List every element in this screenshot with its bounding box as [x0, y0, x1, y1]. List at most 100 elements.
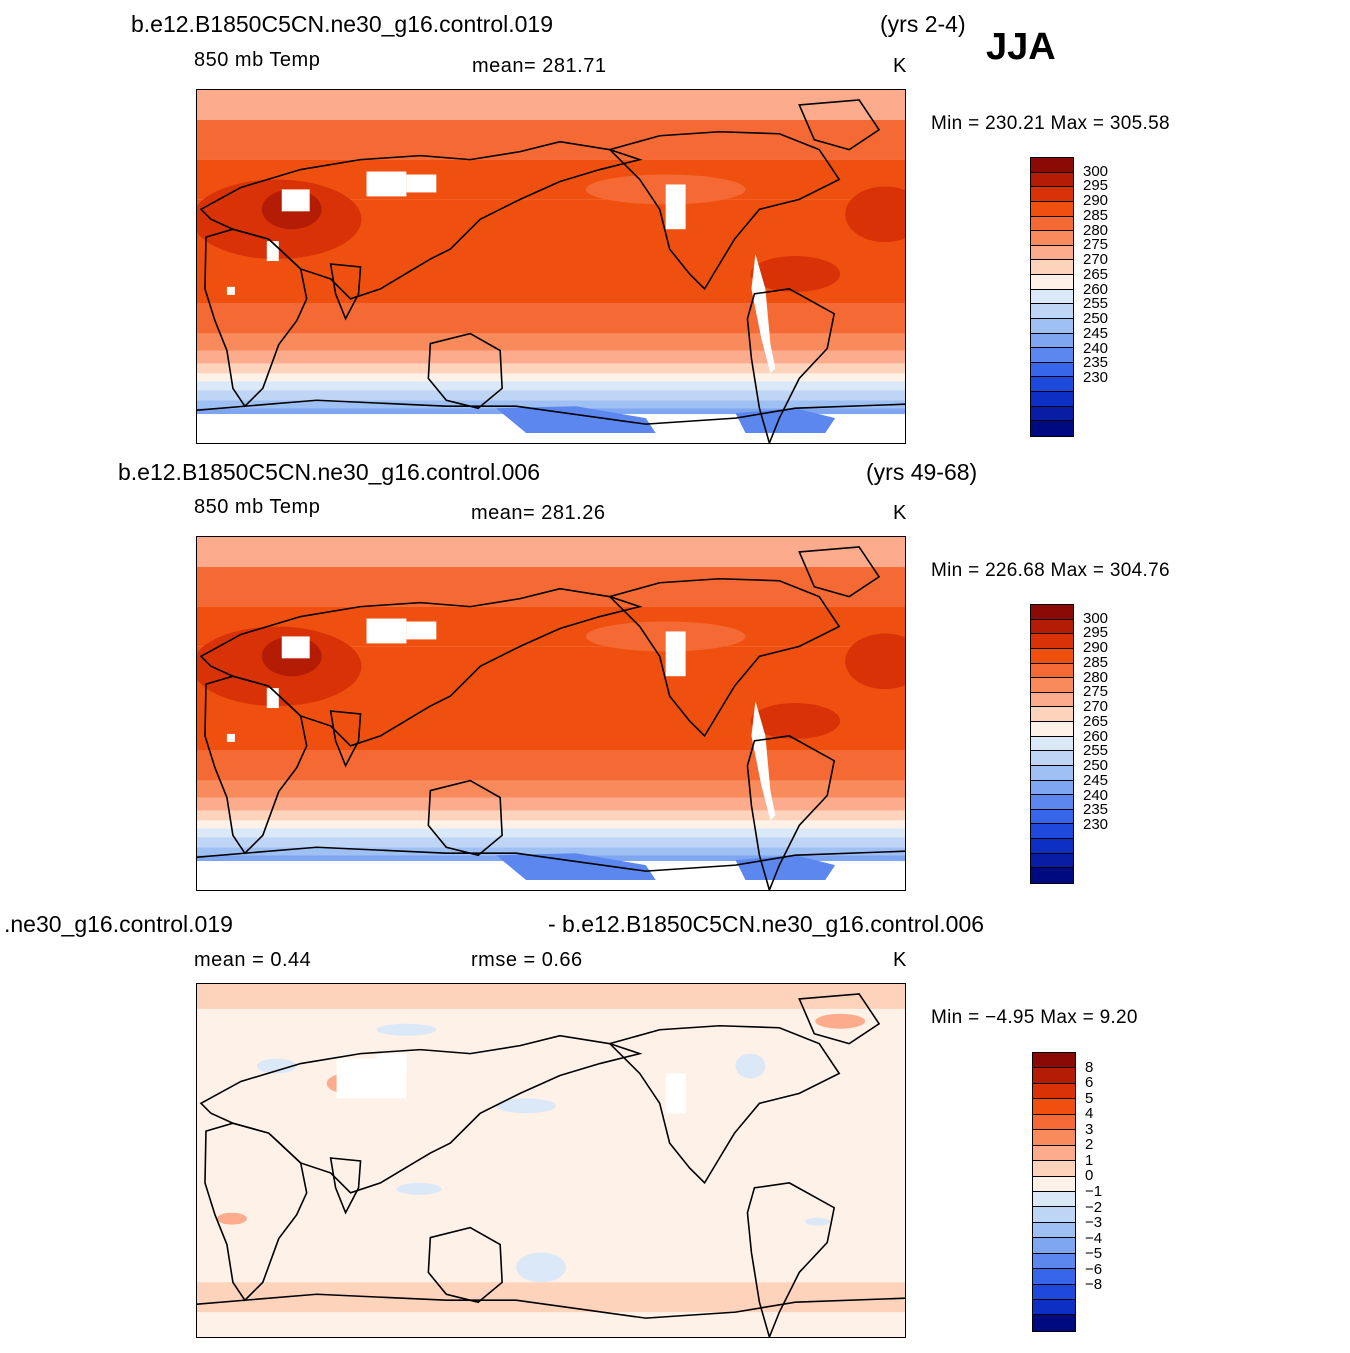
- panel3-difference-case: - b.e12.B1850C5CN.ne30_g16.control.006: [548, 911, 985, 937]
- colorbar-tick-label: 255: [1083, 742, 1109, 760]
- colorbar-tick-label: 260: [1083, 280, 1109, 298]
- colorbar-swatch: [1033, 1130, 1075, 1146]
- colorbar-swatch: [1033, 1114, 1075, 1131]
- colorbar-swatch: [1031, 648, 1073, 664]
- panel3-case-name: .ne30_g16.control.019: [4, 911, 233, 937]
- colorbar-tick-label: −6: [1085, 1260, 1103, 1278]
- colorbar-swatch: [1033, 1161, 1075, 1177]
- colorbar-swatch: [1033, 1176, 1075, 1192]
- panel1-case-name: b.e12.B1850C5CN.ne30_g16.control.019: [131, 11, 553, 37]
- colorbar-tick-label: −5: [1085, 1245, 1103, 1263]
- colorbar-swatch: [1031, 765, 1073, 781]
- colorbar-swatch: [1031, 377, 1073, 392]
- colorbar-tick-label: 270: [1083, 698, 1109, 716]
- panel3-min-max: Min = −4.95 Max = 9.20: [931, 1007, 1138, 1028]
- colorbar-tick-label: −2: [1085, 1198, 1103, 1216]
- panel3-units: K: [893, 949, 907, 971]
- colorbar-tick-label: 235: [1083, 354, 1109, 372]
- panel2-case-name: b.e12.B1850C5CN.ne30_g16.control.006: [118, 459, 540, 485]
- colorbar-tick-label: 235: [1083, 801, 1109, 819]
- colorbar-tick-label: 285: [1083, 653, 1109, 671]
- colorbar-tick-label: 5: [1085, 1089, 1094, 1107]
- colorbar-tick-label: −8: [1085, 1276, 1103, 1294]
- colorbar-swatch: [1033, 1253, 1075, 1270]
- colorbar-swatch: [1033, 1083, 1075, 1100]
- colorbar-tick-label: 285: [1083, 206, 1109, 224]
- panel2-years: (yrs 49-68): [866, 459, 978, 485]
- colorbar-swatch: [1031, 795, 1073, 810]
- colorbar-swatch: [1031, 289, 1073, 305]
- panel1-min-max: Min = 230.21 Max = 305.58: [931, 113, 1170, 134]
- colorbar-tick-label: 245: [1083, 771, 1109, 789]
- panel2-units: K: [893, 502, 907, 524]
- colorbar-tick-label: 260: [1083, 727, 1109, 745]
- colorbar-tick-label: 230: [1083, 369, 1109, 387]
- colorbar-swatch: [1033, 1191, 1075, 1208]
- panel2-map: [196, 536, 906, 891]
- colorbar-tick-label: 300: [1083, 609, 1109, 627]
- colorbar-swatch: [1033, 1207, 1075, 1223]
- colorbar-swatch: [1031, 780, 1073, 796]
- colorbar-swatch: [1033, 1145, 1075, 1162]
- colorbar-tick-label: 270: [1083, 251, 1109, 269]
- colorbar-swatch: [1031, 421, 1073, 436]
- colorbar-tick-label: 275: [1083, 683, 1109, 701]
- colorbar-tick-label: 290: [1083, 192, 1109, 210]
- colorbar-swatch: [1031, 824, 1073, 839]
- colorbar-swatch: [1031, 406, 1073, 422]
- colorbar-tick-label: 245: [1083, 324, 1109, 342]
- colorbar-tick-label: 6: [1085, 1074, 1094, 1092]
- colorbar-tick-label: 295: [1083, 624, 1109, 642]
- colorbar-swatch: [1031, 304, 1073, 319]
- panel1-map: [196, 89, 906, 444]
- colorbar-swatch: [1031, 348, 1073, 363]
- colorbar-swatch: [1031, 362, 1073, 378]
- colorbar-swatch: [1031, 392, 1073, 407]
- colorbar-swatch: [1031, 216, 1073, 232]
- colorbar-tick-label: 230: [1083, 816, 1109, 834]
- colorbar-tick-label: 250: [1083, 310, 1109, 328]
- colorbar-tick-label: −3: [1085, 1214, 1103, 1232]
- colorbar-swatch: [1031, 275, 1073, 290]
- colorbar-tick-label: 8: [1085, 1058, 1094, 1076]
- panel2-variable: 850 mb Temp: [194, 496, 321, 518]
- panel2-mean: mean= 281.26: [471, 502, 606, 524]
- colorbar-swatch: [1031, 722, 1073, 737]
- colorbar-tick-label: 0: [1085, 1167, 1094, 1185]
- colorbar-swatch: [1031, 201, 1073, 217]
- colorbar-swatch: [1031, 751, 1073, 766]
- colorbar-swatch: [1031, 605, 1073, 620]
- season-label: JJA: [986, 26, 1056, 68]
- panel1-years: (yrs 2-4): [880, 11, 966, 37]
- colorbar-tick-label: −1: [1085, 1183, 1103, 1200]
- colorbar-swatch: [1033, 1222, 1075, 1239]
- colorbar-swatch: [1031, 839, 1073, 854]
- panel1-units: K: [893, 55, 907, 77]
- colorbar-swatch: [1031, 158, 1073, 173]
- colorbar-tick-label: 280: [1083, 668, 1109, 686]
- panel1-mean: mean= 281.71: [472, 55, 607, 77]
- colorbar-swatch: [1031, 231, 1073, 246]
- colorbar-tick-label: 275: [1083, 236, 1109, 254]
- colorbar-swatch: [1033, 1099, 1075, 1115]
- panel3-map: [196, 983, 906, 1338]
- panel2-min-max: Min = 226.68 Max = 304.76: [931, 560, 1170, 581]
- panel3-mean: mean = 0.44: [194, 949, 312, 971]
- colorbar-swatch: [1033, 1068, 1075, 1084]
- colorbar-swatch: [1033, 1269, 1075, 1285]
- colorbar-swatch: [1033, 1053, 1075, 1069]
- colorbar-swatch: [1031, 619, 1073, 635]
- colorbar-tick-label: 300: [1083, 162, 1109, 180]
- colorbar-swatch: [1031, 692, 1073, 708]
- colorbar-tick-label: 250: [1083, 757, 1109, 775]
- colorbar-swatch: [1031, 853, 1073, 869]
- colorbar-tick-label: 265: [1083, 265, 1109, 283]
- colorbar-tick-label: 1: [1085, 1151, 1094, 1169]
- colorbar-tick-label: 4: [1085, 1105, 1094, 1123]
- colorbar-swatch: [1031, 634, 1073, 649]
- panel2-colorbar: [1030, 604, 1074, 884]
- colorbar-tick-label: 240: [1083, 339, 1109, 357]
- colorbar-swatch: [1031, 260, 1073, 275]
- colorbar-swatch: [1031, 333, 1073, 349]
- colorbar-swatch: [1031, 868, 1073, 883]
